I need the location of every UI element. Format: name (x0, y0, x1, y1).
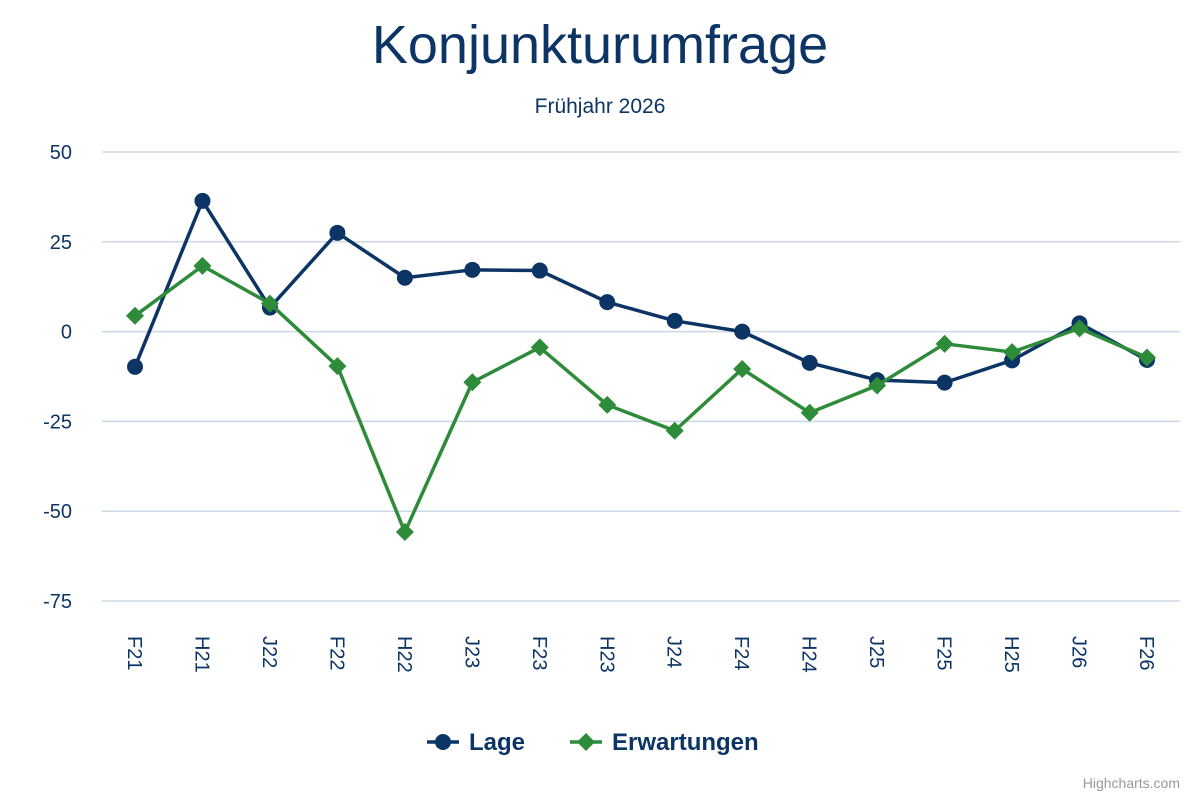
x-tick-label: F25 (933, 636, 955, 670)
data-point[interactable] (127, 358, 143, 375)
data-point[interactable] (531, 262, 548, 279)
data-point[interactable] (329, 224, 346, 241)
x-tick-label: H23 (595, 636, 617, 673)
data-point[interactable] (666, 312, 683, 329)
x-tick-label: J22 (258, 636, 280, 668)
x-tick-label: H24 (798, 636, 820, 673)
data-point[interactable] (126, 306, 144, 325)
y-tick-label: -25 (43, 411, 72, 433)
x-tick-label: J24 (663, 636, 685, 668)
data-point[interactable] (598, 395, 617, 414)
legend-item-lage[interactable]: Lage (427, 729, 525, 756)
legend: Lage Erwartungen (427, 729, 759, 756)
data-point[interactable] (194, 192, 211, 209)
data-point[interactable] (328, 357, 347, 376)
data-point[interactable] (395, 523, 414, 542)
x-tick-label: F21 (123, 636, 145, 670)
series-line (133, 199, 1148, 385)
data-point[interactable] (800, 403, 819, 422)
credits-link[interactable]: Highcharts.com (1082, 775, 1180, 791)
x-tick-label: H22 (393, 636, 415, 673)
data-point[interactable] (801, 354, 818, 371)
data-point[interactable] (733, 359, 752, 378)
y-tick-label: 50 (50, 142, 72, 164)
series-layer (126, 192, 1156, 542)
x-tick-label: J26 (1068, 636, 1090, 668)
data-point[interactable] (734, 323, 751, 340)
grid-lines (102, 151, 1180, 602)
x-tick-label: J25 (865, 636, 887, 668)
legend-symbol-marker[interactable] (577, 733, 595, 751)
x-tick-label: J23 (460, 636, 482, 668)
x-tick-label: F22 (325, 636, 347, 670)
data-point[interactable] (193, 256, 212, 275)
data-point[interactable] (463, 373, 482, 392)
x-tick-label: H25 (1000, 636, 1022, 673)
y-tick-label: -75 (43, 591, 72, 613)
chart-title: Konjunkturumfrage (371, 15, 829, 75)
legend-label: Erwartungen (612, 729, 759, 756)
data-point[interactable] (530, 338, 549, 357)
y-tick-label: 0 (61, 322, 72, 344)
data-point[interactable] (868, 376, 887, 395)
legend-item-erwartungen[interactable]: Erwartungen (570, 729, 759, 756)
x-tick-label: H21 (190, 636, 212, 673)
x-tick-label: F24 (730, 636, 752, 670)
x-axis-labels: F21 H21 J22 F22 H22 J23 F23 H23 J24 F24 H24 J25 F25 H… (123, 636, 1157, 673)
chart-subtitle: Frühjahr 2026 (534, 95, 666, 118)
data-point[interactable] (665, 421, 684, 440)
y-tick-label: -50 (43, 501, 72, 523)
data-point[interactable] (1070, 319, 1089, 338)
series-lage (127, 192, 1155, 391)
data-point[interactable] (599, 294, 616, 311)
data-point[interactable] (936, 374, 953, 391)
series-line (133, 264, 1148, 534)
x-tick-label: F26 (1135, 636, 1157, 670)
data-point[interactable] (260, 294, 279, 313)
legend-label: Lage (469, 729, 525, 756)
series-erwartungen (126, 256, 1156, 542)
data-point[interactable] (1003, 343, 1022, 362)
legend-symbol-marker[interactable] (435, 734, 451, 750)
y-tick-label: 25 (50, 232, 72, 254)
y-axis-labels: 50 25 0 -25 -50 -75 (43, 142, 72, 613)
data-point[interactable] (1138, 348, 1156, 367)
data-point[interactable] (396, 269, 413, 286)
x-tick-label: F23 (528, 636, 550, 670)
data-point[interactable] (464, 261, 481, 278)
data-point[interactable] (935, 334, 954, 353)
